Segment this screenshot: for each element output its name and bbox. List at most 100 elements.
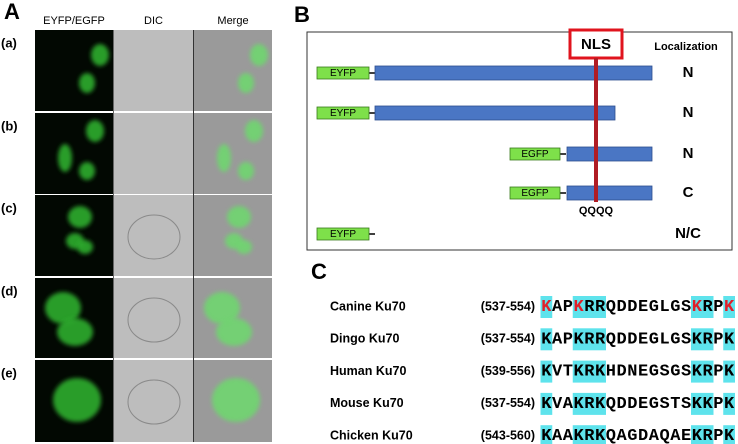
basic-highlight (540, 328, 553, 351)
cell-outline (127, 214, 181, 260)
nls-label: NLS (581, 36, 611, 53)
protein-bar (374, 105, 616, 121)
cell-signal (57, 318, 93, 346)
cell-signal (91, 44, 109, 66)
micrograph (114, 30, 193, 111)
basic-highlight (723, 392, 735, 415)
cell-signal (45, 292, 81, 324)
tag-box (316, 106, 370, 120)
sequence: KAPKRRQDDEGLGSKRPK (541, 331, 735, 350)
protein-bar (566, 146, 653, 162)
basic-highlight (572, 296, 606, 318)
sequence: KVTKRKHDNEGSGSKRPK (541, 363, 735, 382)
residue-range: (537-554) (481, 332, 535, 346)
basic-highlight (723, 425, 735, 444)
tag-label: EYFP (330, 108, 356, 119)
cell-signal (227, 206, 251, 228)
basic-highlight (691, 328, 714, 351)
protein-bar (566, 185, 653, 201)
micrograph (114, 113, 193, 194)
localization: C (683, 184, 694, 201)
cell-signal (53, 378, 101, 422)
basic-highlight (691, 360, 714, 383)
species-name: Dingo Ku70 (330, 332, 399, 346)
cell-signal (68, 206, 92, 228)
basic-highlight (540, 296, 553, 318)
basic-highlight (723, 360, 735, 383)
basic-highlight (540, 360, 553, 383)
cell-outline (127, 297, 181, 343)
tag-label: EYFP (330, 68, 356, 79)
basic-highlight (691, 296, 714, 318)
localization: N (683, 104, 694, 121)
protein-bar (374, 65, 653, 81)
column-header: Merge (217, 15, 248, 27)
cell-signal (250, 44, 268, 66)
cell-signal (79, 162, 95, 180)
cell-signal (86, 120, 104, 142)
tag-label: EGFP (521, 188, 549, 199)
panel-label: A (4, 0, 20, 24)
column-header: DIC (144, 15, 163, 27)
basic-highlight (540, 425, 553, 444)
tag-box (316, 66, 370, 80)
micrograph (194, 30, 272, 111)
cell-signal (238, 162, 254, 180)
basic-highlight (691, 425, 714, 444)
cell-signal (58, 144, 72, 172)
micrograph (114, 360, 193, 442)
panel-label: C (311, 259, 327, 284)
constructs: EYFP N EYFP N EGFP N EGFP C EYFP N/C (316, 64, 701, 242)
cell-signal (79, 73, 95, 93)
tag-box (509, 147, 561, 161)
residue-range: (537-554) (481, 396, 535, 410)
basic-highlight (540, 392, 553, 415)
cell-signal (238, 73, 254, 93)
cell-signal (212, 378, 260, 422)
basic-highlight (572, 425, 606, 444)
row-label: (e) (1, 365, 17, 380)
sequence: KVAKRKQDDEGSTSKKPK (541, 395, 735, 414)
cell-signal (236, 240, 252, 254)
cell-signal (77, 240, 93, 254)
localization-header: Localization (654, 41, 718, 53)
sequence: KAAKRKQAGDAQAEKRPK (541, 428, 735, 444)
row-label: (c) (1, 200, 17, 215)
tag-box (509, 186, 561, 200)
row-label: (a) (1, 35, 17, 50)
sequence: KAPKRRQDDEGLGSKRPK (541, 298, 735, 317)
residue-range: (543-560) (481, 428, 535, 442)
panel-b-frame (306, 31, 733, 251)
column-header: EYFP/EGFP (43, 15, 105, 27)
micrograph (114, 278, 193, 358)
tag-label: EYFP (330, 229, 356, 240)
row-label: (b) (1, 118, 18, 133)
panel-label: B (294, 2, 310, 27)
localization: N/C (675, 225, 701, 242)
basic-highlight (572, 392, 606, 415)
micrograph (114, 195, 193, 276)
micrograph (35, 30, 113, 111)
cell-signal (216, 318, 252, 346)
basic-highlight (723, 296, 735, 318)
basic-highlight (691, 392, 714, 415)
row-label: (d) (1, 283, 18, 298)
cell-signal (204, 292, 240, 324)
species-name: Mouse Ku70 (330, 396, 404, 410)
species-name: Chicken Ku70 (330, 428, 413, 442)
tag-label: EGFP (521, 149, 549, 160)
basic-highlight (572, 328, 606, 351)
species-name: Human Ku70 (330, 364, 406, 378)
basic-highlight (723, 328, 735, 351)
cell-signal (217, 144, 231, 172)
cell-signal (245, 120, 263, 142)
residue-range: (539-556) (481, 364, 535, 378)
localization: N (683, 64, 694, 81)
residue-range: (537-554) (481, 299, 535, 313)
cell-outline (127, 379, 181, 425)
micrographs (35, 30, 272, 442)
mutation-label: QQQQ (579, 205, 614, 217)
species-name: Canine Ku70 (330, 299, 406, 313)
localization: N (683, 145, 694, 162)
